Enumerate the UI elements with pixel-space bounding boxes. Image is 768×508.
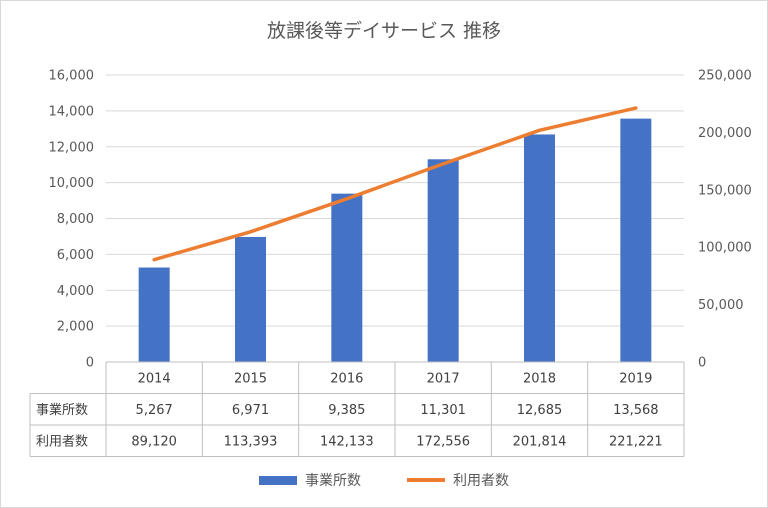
left-tick-label: 10,000: [49, 176, 95, 191]
bar: [427, 159, 459, 362]
left-tick-label: 14,000: [49, 104, 95, 119]
table-cell: 89,120: [131, 434, 177, 449]
table-cell: 172,556: [416, 434, 470, 449]
table-cell: 12,685: [517, 403, 563, 418]
legend-swatch-bar: [259, 475, 297, 485]
table-cell: 201,814: [513, 434, 567, 449]
table-cell: 6,971: [232, 403, 269, 418]
series-line: [152, 106, 638, 262]
category-label: 2015: [234, 371, 267, 386]
right-tick-label: 150,000: [698, 183, 752, 198]
table-cell: 113,393: [224, 434, 278, 449]
chart-title: 放課後等デイサービス 推移: [266, 20, 502, 42]
table-cell: 221,221: [609, 434, 663, 449]
legend: 事業所数 利用者数: [0, 470, 768, 490]
table-cell: 9,385: [328, 403, 365, 418]
category-label: 2019: [619, 371, 652, 386]
right-tick-label: 250,000: [698, 69, 752, 84]
left-tick-label: 8,000: [57, 212, 94, 227]
right-axis-ticks: 0 50,000 100,000 150,000 200,000 250,000: [698, 69, 752, 371]
right-tick-label: 100,000: [698, 241, 752, 256]
right-tick-label: 50,000: [698, 298, 744, 313]
category-label: 2014: [138, 371, 171, 386]
category-label: 2017: [427, 371, 460, 386]
bar: [235, 236, 266, 362]
left-tick-label: 12,000: [49, 140, 95, 155]
line-series: [152, 106, 638, 262]
bar: [138, 267, 170, 362]
legend-swatch-line: [407, 478, 445, 482]
table-cell: 11,301: [420, 403, 466, 418]
legend-item-bar: 事業所数: [259, 470, 361, 490]
legend-label-line: 利用者数: [453, 473, 509, 489]
left-tick-label: 2,000: [57, 320, 94, 335]
table-cell: 13,568: [613, 403, 659, 418]
left-tick-label: 6,000: [57, 248, 94, 263]
left-tick-label: 0: [86, 356, 94, 371]
table-cell: 5,267: [136, 403, 173, 418]
bar: [524, 134, 555, 362]
left-tick-label: 4,000: [57, 284, 94, 299]
legend-label-bar: 事業所数: [305, 473, 361, 489]
gridlines: [106, 74, 684, 327]
bar-series: [138, 118, 652, 363]
category-label: 2018: [523, 371, 556, 386]
table-row-label: 事業所数: [36, 402, 88, 418]
table-cell: 142,133: [320, 434, 374, 449]
left-tick-label: 16,000: [49, 69, 95, 84]
left-axis-ticks: 0 2,000 4,000 6,000 8,000 10,000 12,000 14,000 1…: [49, 69, 95, 371]
bar: [620, 118, 652, 363]
category-label: 2016: [330, 371, 363, 386]
table-row-label: 利用者数: [36, 434, 88, 449]
data-table: 2014 2015 2016 2017 2018 2019 事業所数 5,267 6,971 9,…: [29, 361, 685, 457]
right-tick-label: 200,000: [698, 126, 752, 141]
legend-item-line: 利用者数: [407, 470, 509, 490]
bar: [331, 193, 363, 362]
right-tick-label: 0: [698, 356, 706, 371]
